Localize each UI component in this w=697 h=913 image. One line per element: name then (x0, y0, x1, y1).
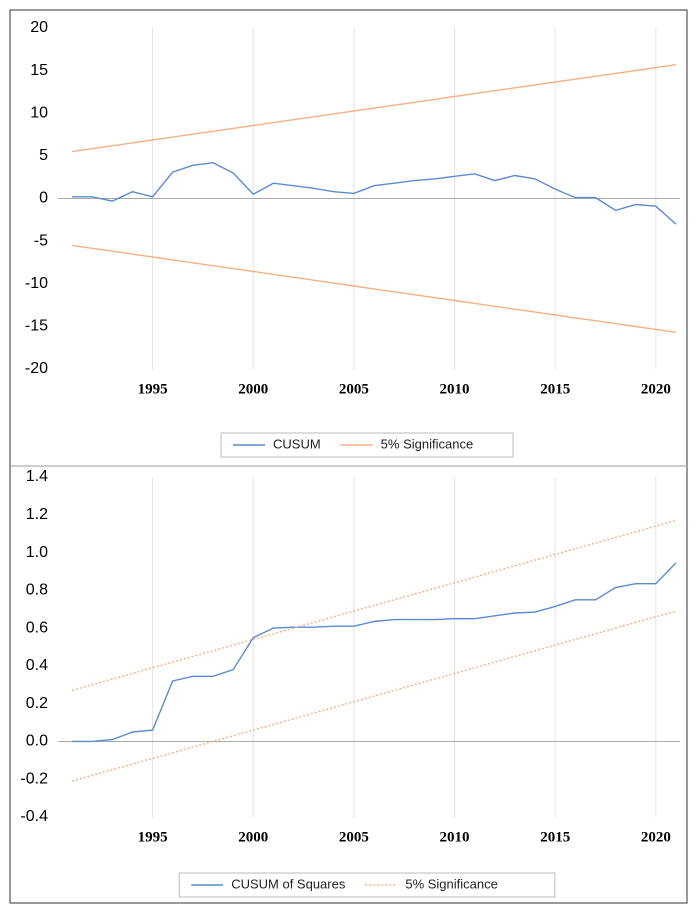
y-tick-label: -5 (34, 232, 48, 249)
y-tick-label: -0.4 (20, 808, 48, 825)
x-tick-label: 2015 (540, 829, 570, 845)
x-tick-label: 2015 (540, 381, 570, 397)
x-tick-label: 2010 (440, 829, 470, 845)
y-tick-label: 0.2 (26, 695, 48, 712)
x-tick-label: 1995 (138, 381, 168, 397)
y-tick-label: 0.6 (26, 619, 48, 636)
y-tick-label: 0.0 (26, 733, 48, 750)
series-line (72, 161, 677, 225)
y-tick-label: 0.8 (26, 582, 48, 599)
legend-label: CUSUM (273, 436, 321, 451)
x-tick-label: 2020 (641, 829, 671, 845)
y-tick-label: -10 (25, 275, 48, 292)
y-tick-label: 0.4 (26, 657, 48, 674)
series-line (71, 519, 677, 692)
legend-label: CUSUM of Squares (231, 876, 346, 891)
x-tick-label: 1995 (138, 829, 168, 845)
x-tick-label: 2000 (238, 381, 268, 397)
y-tick-label: 5 (39, 147, 48, 164)
x-tick-label: 2000 (238, 829, 268, 845)
y-tick-label: 15 (30, 62, 48, 79)
series-line (72, 562, 677, 743)
frame (9, 9, 688, 904)
y-tick-label: -0.2 (20, 770, 48, 787)
series-line (72, 64, 677, 153)
x-tick-label: 2005 (339, 829, 369, 845)
series-line (71, 610, 677, 782)
y-tick-label: 20 (30, 19, 48, 36)
x-tick-label: 2020 (641, 381, 671, 397)
x-tick-label: 2010 (440, 381, 470, 397)
y-tick-label: -20 (25, 360, 48, 377)
y-tick-label: -15 (25, 318, 48, 335)
y-tick-label: 0 (39, 190, 48, 207)
legend-label: 5% Significance (405, 876, 498, 891)
x-tick-label: 2005 (339, 381, 369, 397)
y-tick-label: 1.2 (26, 506, 48, 523)
series-line (72, 244, 677, 333)
y-tick-label: 10 (30, 104, 48, 121)
y-tick-label: 1.4 (26, 468, 48, 485)
legend-label: 5% Significance (381, 436, 474, 451)
y-tick-label: 1.0 (26, 544, 48, 561)
